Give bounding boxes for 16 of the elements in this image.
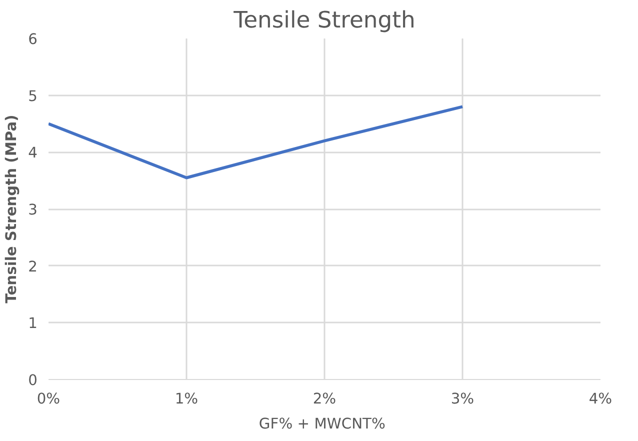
x-tick-label: 3% [450,390,474,408]
y-tick-label: 2 [28,258,38,276]
y-tick-label: 1 [28,315,38,332]
x-tick-label: 1% [174,390,198,408]
y-tick-label: 4 [28,144,38,162]
x-tick-label: 2% [312,390,336,408]
y-tick-label: 6 [28,31,38,48]
y-tick-label: 5 [28,88,38,105]
x-axis-title: GF% + MWCNT% [258,416,386,432]
y-axis-title: Tensile Strength (MPa) [3,114,20,304]
chart-title: Tensile Strength [232,8,416,34]
x-tick-label: 4% [588,390,612,408]
line-series [48,105,464,180]
x-tick-label: 0% [36,390,60,408]
y-tick-label: 3 [28,202,38,218]
y-tick-label: 0 [28,372,38,389]
